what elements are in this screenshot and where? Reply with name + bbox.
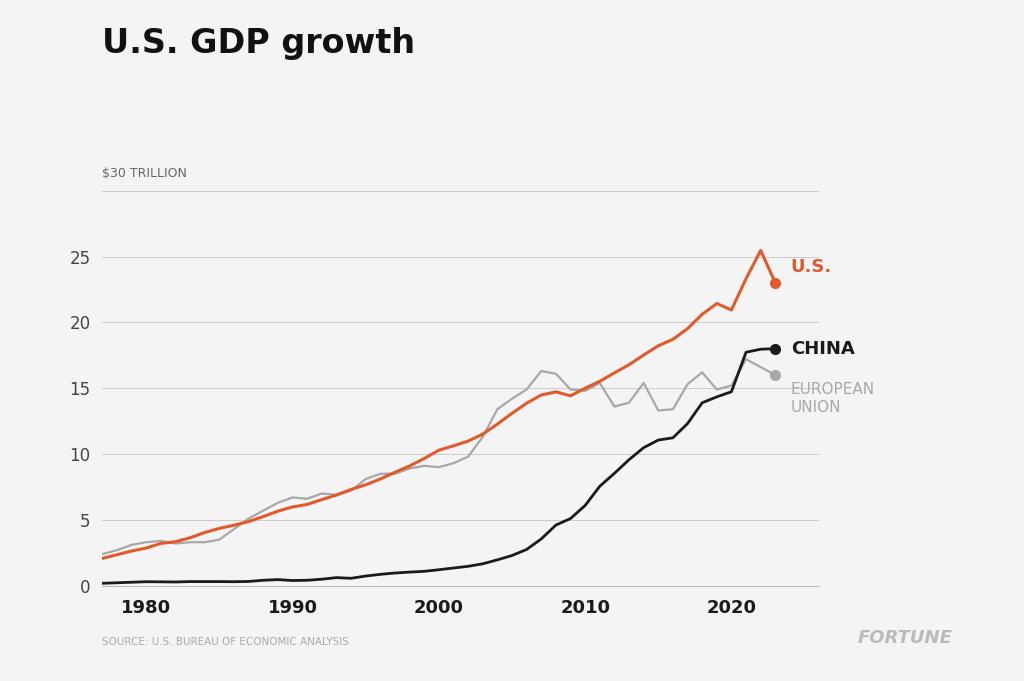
Text: U.S. GDP growth: U.S. GDP growth (102, 27, 416, 60)
Text: $30 TRILLION: $30 TRILLION (102, 167, 187, 180)
Text: U.S.: U.S. (791, 258, 831, 276)
Text: CHINA: CHINA (791, 340, 854, 358)
Text: EUROPEAN
UNION: EUROPEAN UNION (791, 382, 874, 415)
Text: FORTUNE: FORTUNE (857, 629, 952, 647)
Text: SOURCE: U.S. BUREAU OF ECONOMIC ANALYSIS: SOURCE: U.S. BUREAU OF ECONOMIC ANALYSIS (102, 637, 349, 647)
